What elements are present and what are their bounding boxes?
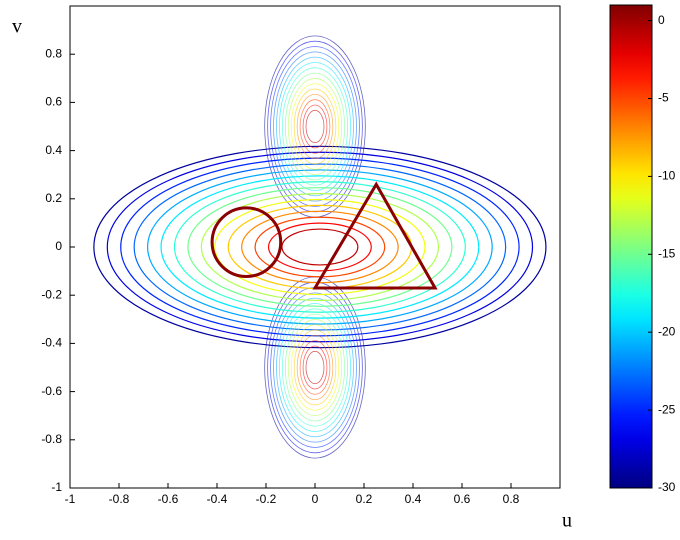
contour-line xyxy=(302,104,328,149)
y-axis-label: v xyxy=(12,16,22,38)
contour-line xyxy=(241,210,399,284)
contour-line xyxy=(276,56,354,197)
colorbar-tick-label: 0 xyxy=(658,13,665,27)
colorbar-tick-label: -10 xyxy=(658,169,676,183)
x-axis-label: u xyxy=(562,510,572,532)
x-tick-label: 0 xyxy=(312,492,319,506)
contour-line xyxy=(296,93,334,160)
contour-line xyxy=(160,175,480,319)
contour-line xyxy=(279,303,351,432)
x-tick-label: 0.2 xyxy=(356,492,373,506)
contour-line xyxy=(133,163,507,331)
y-tick-label: -0.6 xyxy=(41,384,62,398)
colorbar xyxy=(609,4,653,489)
contour-line xyxy=(290,324,340,411)
x-tick-label: -0.4 xyxy=(207,492,228,506)
y-tick-label: -0.2 xyxy=(41,287,62,301)
contour-line xyxy=(270,46,360,207)
y-tick-label: 0.2 xyxy=(45,191,62,205)
contour-line xyxy=(267,222,372,272)
colorbar-tick-label: -30 xyxy=(658,480,676,494)
contour-line xyxy=(290,83,340,170)
x-tick-label: -0.6 xyxy=(158,492,179,506)
y-tick-label: 0.4 xyxy=(45,143,62,157)
contour-line xyxy=(293,329,337,406)
contour-line xyxy=(120,157,520,337)
x-tick-label: -1 xyxy=(65,492,76,506)
colorbar-tick-label: -25 xyxy=(658,402,676,416)
contour-line xyxy=(287,78,343,175)
contour-line xyxy=(200,192,440,302)
colorbar-tick-label: -20 xyxy=(658,324,676,338)
contour-line xyxy=(293,88,337,165)
x-tick-label: -0.2 xyxy=(256,492,277,506)
circle-shape xyxy=(210,206,283,278)
y-tick-label: 0.6 xyxy=(45,95,62,109)
contour-line xyxy=(281,228,359,266)
contour-line xyxy=(273,51,357,202)
contour-line xyxy=(284,72,346,181)
x-tick-label: 0.4 xyxy=(405,492,422,506)
contour-line xyxy=(305,109,325,144)
contour-line xyxy=(302,345,328,390)
colorbar-tick-label: -15 xyxy=(658,246,676,260)
contour-line xyxy=(287,319,343,416)
y-tick-label: -0.4 xyxy=(41,336,62,350)
triangle-shape xyxy=(312,181,438,290)
contour-line xyxy=(279,62,351,191)
contour-line xyxy=(173,181,466,313)
contour-line xyxy=(281,67,349,186)
contour-line xyxy=(284,313,346,422)
contour-line xyxy=(281,308,349,427)
contour-line xyxy=(305,350,325,385)
contour-line xyxy=(147,169,493,325)
contour-line xyxy=(214,198,426,296)
contour-line xyxy=(299,99,331,154)
y-tick-label: -1 xyxy=(51,480,62,494)
contour-line xyxy=(187,187,453,307)
contour-line xyxy=(299,340,331,395)
y-tick-label: -0.8 xyxy=(41,432,62,446)
y-tick-label: 0.8 xyxy=(45,46,62,60)
contour-line xyxy=(273,292,357,443)
x-tick-label: 0.6 xyxy=(454,492,471,506)
y-tick-label: 0 xyxy=(55,239,62,253)
x-tick-label: -0.8 xyxy=(109,492,130,506)
contour-line xyxy=(276,297,354,438)
x-tick-label: 0.8 xyxy=(503,492,520,506)
contour-line xyxy=(296,334,334,401)
colorbar-tick-label: -5 xyxy=(658,91,669,105)
